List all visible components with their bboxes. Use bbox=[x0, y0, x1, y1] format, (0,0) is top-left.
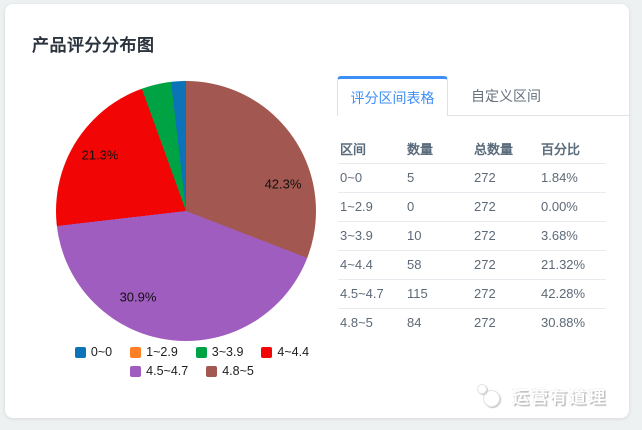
table-cell: 10 bbox=[405, 220, 472, 250]
legend-label: 3~3.9 bbox=[211, 345, 244, 359]
table-cell: 30.88% bbox=[539, 307, 606, 337]
table-cell: 272 bbox=[472, 220, 539, 250]
watermark-text: 运营有道理 bbox=[512, 388, 607, 407]
table-cell: 272 bbox=[472, 307, 539, 337]
legend-label: 1~2.9 bbox=[146, 345, 178, 359]
legend-item-0~0[interactable]: 0~0 bbox=[74, 345, 113, 359]
chart-legend: 0~0 1~2.9 3~3.9 4~4.4 4.5~4.7 4.8~5 bbox=[61, 343, 323, 381]
table-cell: 272 bbox=[472, 191, 539, 221]
table-cell: 3.68% bbox=[539, 220, 606, 250]
pie-label-4-4.4: 21.3% bbox=[81, 147, 119, 163]
pie-label-4.5-4.7: 42.3% bbox=[264, 176, 302, 192]
table-cell: 272 bbox=[472, 249, 539, 279]
pie-circle[interactable] bbox=[56, 81, 316, 341]
watermark-logo-icon bbox=[477, 383, 503, 408]
table-cell: 0.00% bbox=[539, 191, 606, 221]
table-header-cell: 百分比 bbox=[541, 141, 581, 157]
legend-swatch-icon bbox=[261, 346, 273, 358]
table-cell: 4.8~5 bbox=[338, 307, 405, 337]
table-row: 4.8~5 84 272 30.88% bbox=[338, 307, 606, 337]
table-row: 3~3.9 10 272 3.68% bbox=[338, 220, 606, 250]
table-cell: 4.5~4.7 bbox=[338, 278, 405, 308]
table-cell: 0 bbox=[405, 191, 472, 221]
table-cell: 42.28% bbox=[539, 278, 606, 308]
table-cell: 115 bbox=[405, 278, 472, 308]
legend-item-1~2.9[interactable]: 1~2.9 bbox=[130, 345, 178, 359]
table-cell: 58 bbox=[405, 249, 472, 279]
legend-swatch-icon bbox=[130, 365, 142, 377]
range-table: 区间 数量 总数量 百分比 0~0 5 272 1.84% 1~2.9 0 272 0.00% 3~3… bbox=[338, 134, 606, 337]
legend-swatch-icon bbox=[206, 365, 218, 377]
table-cell: 272 bbox=[472, 162, 539, 192]
tab-custom-range[interactable]: 自定义区间 bbox=[471, 88, 541, 104]
page-title: 产品评分分布图 bbox=[32, 36, 155, 55]
legend-label: 4.8~5 bbox=[222, 364, 254, 378]
legend-label: 0~0 bbox=[90, 345, 113, 359]
table-header-cell: 总数量 bbox=[474, 141, 514, 157]
legend-item-4~4.4[interactable]: 4~4.4 bbox=[261, 345, 309, 359]
watermark: 运营有道理 bbox=[477, 383, 607, 408]
table-row: 0~0 5 272 1.84% bbox=[338, 162, 606, 192]
table-cell: 5 bbox=[405, 162, 472, 192]
legend-swatch-icon bbox=[195, 346, 207, 358]
table-cell: 4~4.4 bbox=[338, 249, 405, 279]
table-row: 4~4.4 58 272 21.32% bbox=[338, 249, 606, 279]
legend-item-3~3.9[interactable]: 3~3.9 bbox=[195, 345, 244, 359]
table-header-cell: 数量 bbox=[407, 141, 434, 157]
legend-item-4.5~4.7[interactable]: 4.5~4.7 bbox=[130, 364, 188, 378]
range-table-body: 0~0 5 272 1.84% 1~2.9 0 272 0.00% 3~3.9 10 272 3.68… bbox=[338, 162, 606, 337]
table-row: 1~2.9 0 272 0.00% bbox=[338, 191, 606, 221]
legend-swatch-icon bbox=[74, 346, 86, 358]
tab-score-range-table[interactable]: 评分区间表格 bbox=[337, 76, 448, 116]
tab-bar: 评分区间表格 自定义区间 bbox=[337, 76, 631, 116]
table-cell: 0~0 bbox=[338, 162, 405, 192]
range-table-head: 区间 数量 总数量 百分比 bbox=[338, 134, 606, 163]
table-cell: 272 bbox=[472, 278, 539, 308]
table-header-cell: 区间 bbox=[340, 141, 367, 157]
table-cell: 3~3.9 bbox=[338, 220, 405, 250]
table-cell: 84 bbox=[405, 307, 472, 337]
table-row: 4.5~4.7 115 272 42.28% bbox=[338, 278, 606, 308]
pie-chart: 21.3% 42.3% 30.9% bbox=[56, 81, 316, 341]
table-cell: 21.32% bbox=[539, 249, 606, 279]
table-header-row: 区间 数量 总数量 百分比 bbox=[338, 134, 606, 163]
legend-swatch-icon bbox=[130, 346, 142, 358]
legend-label: 4~4.4 bbox=[277, 345, 310, 359]
legend-label: 4.5~4.7 bbox=[146, 364, 189, 378]
chart-card: 产品评分分布图 21.3% 42.3% 30.9% 0~0 1~2.9 3~3.9 4… bbox=[5, 4, 631, 418]
table-cell: 1~2.9 bbox=[338, 191, 405, 221]
pie-label-4.8-5: 30.9% bbox=[119, 289, 157, 305]
legend-item-4.8~5[interactable]: 4.8~5 bbox=[206, 364, 254, 378]
table-cell: 1.84% bbox=[539, 162, 606, 192]
